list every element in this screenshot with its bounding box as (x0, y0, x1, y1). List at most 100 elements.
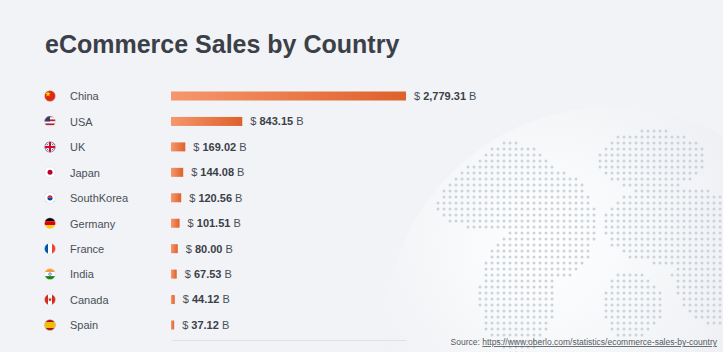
globe-dot (677, 268, 680, 271)
globe-dot (683, 286, 686, 289)
globe-dot (701, 274, 704, 277)
globe-dot (569, 190, 572, 193)
globe-dot (521, 232, 524, 235)
globe-dot (479, 160, 482, 163)
globe-dot (503, 196, 506, 199)
globe-dot (659, 232, 662, 235)
globe-dot (719, 226, 722, 229)
globe-dot (545, 238, 548, 241)
globe-dot (533, 310, 536, 313)
globe-dot (545, 250, 548, 253)
flag-border (45, 141, 56, 152)
globe-dot (653, 232, 656, 235)
globe-dot (713, 274, 716, 277)
globe-dot (641, 226, 644, 229)
globe-dot (605, 316, 608, 319)
globe-dot (527, 328, 530, 331)
globe-dot (485, 280, 488, 283)
globe-dot (485, 226, 488, 229)
globe-dot (485, 166, 488, 169)
globe-dot (581, 220, 584, 223)
globe-dot (473, 178, 476, 181)
globe-dot (473, 190, 476, 193)
globe-dot (629, 304, 632, 307)
globe-dot (485, 160, 488, 163)
globe-dot (617, 226, 620, 229)
flag-icon (44, 319, 56, 331)
globe-dot (695, 220, 698, 223)
globe-dot (707, 202, 710, 205)
globe-dot (629, 202, 632, 205)
globe-dot (713, 202, 716, 205)
globe-dot (581, 214, 584, 217)
globe-dot (623, 244, 626, 247)
globe-dot (665, 202, 668, 205)
globe-dot (695, 238, 698, 241)
globe-dot (527, 310, 530, 313)
globe-dot (653, 262, 656, 265)
globe-dot (659, 262, 662, 265)
globe-dot (539, 154, 542, 157)
globe-dot (539, 268, 542, 271)
globe-dot (605, 304, 608, 307)
globe-dot (653, 190, 656, 193)
globe-dot (683, 256, 686, 259)
globe-dot (671, 148, 674, 151)
globe-dot (527, 184, 530, 187)
globe-dot (671, 250, 674, 253)
globe-dot (653, 292, 656, 295)
globe-dot (503, 178, 506, 181)
globe-dot (617, 148, 620, 151)
globe-dot (701, 214, 704, 217)
globe-dot (611, 214, 614, 217)
globe-dot (515, 190, 518, 193)
globe-dot (611, 298, 614, 301)
globe-dot (677, 166, 680, 169)
globe-dot (719, 196, 722, 199)
globe-dot (587, 244, 590, 247)
flag-part (48, 297, 52, 301)
globe-dot (455, 208, 458, 211)
globe-dot (701, 196, 704, 199)
globe-dot (635, 304, 638, 307)
globe-dot (491, 202, 494, 205)
globe-dot (641, 178, 644, 181)
y-tick: Spain (70, 319, 98, 331)
globe-dot (581, 226, 584, 229)
globe-dot (587, 214, 590, 217)
globe-dot (629, 238, 632, 241)
globe-dot (479, 172, 482, 175)
globe-dot (623, 286, 626, 289)
globe-dot (671, 274, 674, 277)
globe-dot (707, 190, 710, 193)
globe-dot (701, 286, 704, 289)
globe-dot (635, 280, 638, 283)
globe-dot (683, 142, 686, 145)
category-label: France (70, 243, 104, 255)
globe-dot (635, 238, 638, 241)
globe-dot (467, 172, 470, 175)
globe-dot (701, 256, 704, 259)
globe-dot (455, 184, 458, 187)
globe-dot (647, 202, 650, 205)
globe-dot (623, 316, 626, 319)
globe-dot (467, 226, 470, 229)
globe-dot (533, 226, 536, 229)
globe-dot (611, 154, 614, 157)
globe-dot (491, 274, 494, 277)
globe-dot (575, 190, 578, 193)
globe-dot (641, 154, 644, 157)
globe-dot (485, 214, 488, 217)
globe-dot (449, 196, 452, 199)
globe-dot (611, 316, 614, 319)
globe-dot (689, 250, 692, 253)
globe-dot (569, 214, 572, 217)
globe-dot (701, 232, 704, 235)
globe-dot (551, 226, 554, 229)
globe-dot (545, 226, 548, 229)
globe-dot (641, 142, 644, 145)
globe-dot (671, 262, 674, 265)
globe-dot (491, 286, 494, 289)
globe-dot (653, 226, 656, 229)
globe-dot (611, 322, 614, 325)
